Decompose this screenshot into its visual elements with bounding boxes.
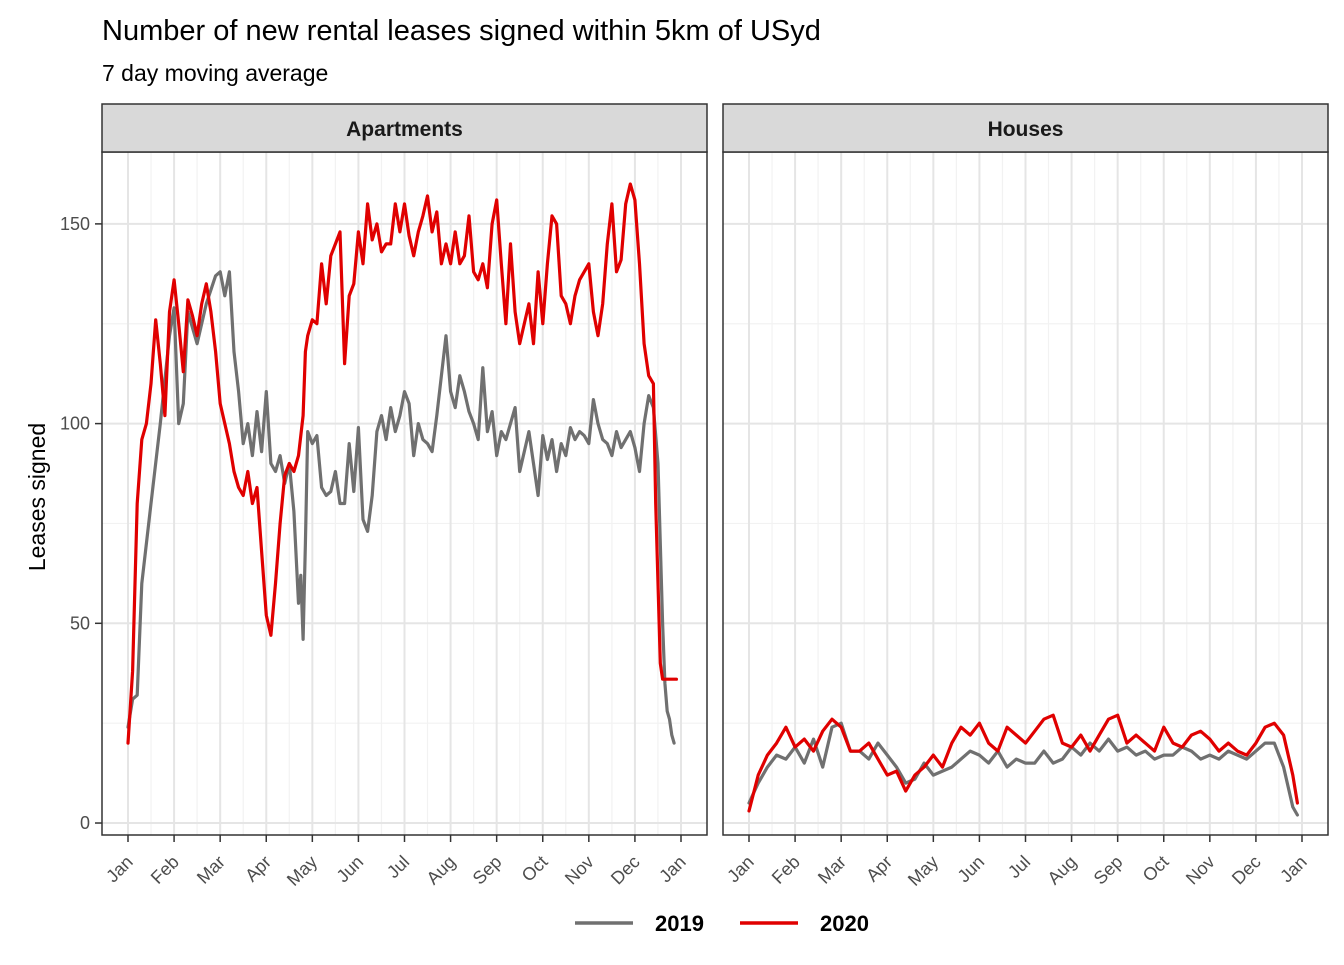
y-tick-label: 150 [60, 214, 90, 234]
x-tick-label: Oct [518, 852, 552, 886]
strip-apartments [101, 103, 708, 153]
x-tick-label: Aug [1044, 852, 1081, 889]
x-tick-label: Jul [1004, 852, 1034, 882]
x-tick-label: Jun [954, 852, 989, 887]
x-tick-label: Mar [814, 852, 850, 888]
strip-label-houses: Houses [988, 118, 1064, 141]
x-tick-label: Aug [423, 852, 460, 889]
x-tick-label: Jan [102, 852, 137, 887]
y-tick-label: 50 [70, 613, 90, 633]
x-tick-label: Jan [723, 852, 758, 887]
series-line-apartments-2019 [126, 270, 676, 745]
x-tick-label: Apr [241, 852, 275, 886]
x-tick-label: Dec [607, 852, 644, 889]
x-tick-label: May [283, 852, 321, 890]
x-tick-label: Sep [469, 852, 506, 889]
x-tick-label: Nov [561, 852, 598, 889]
y-axis-label: Leases signed [24, 423, 50, 571]
y-tick-label: 100 [60, 414, 90, 434]
series-line-houses-2020 [747, 713, 1300, 813]
panel-apartments: Apartments Jan Feb Mar Apr May Jun Jul Aug Sep Oct… [60, 103, 708, 890]
x-tick-label: Jan [1276, 852, 1311, 887]
x-tick-label: Oct [1139, 852, 1173, 886]
x-tick-label: Dec [1228, 852, 1265, 889]
strip-label-apartments: Apartments [346, 118, 463, 141]
x-tick-label: Nov [1182, 852, 1219, 889]
x-tick-label: Jul [383, 852, 413, 882]
x-tick-label: May [904, 852, 942, 890]
legend-label-2019: 2019 [655, 911, 704, 936]
x-tick-label: Sep [1090, 852, 1127, 889]
x-tick-label: Feb [147, 852, 183, 888]
legend: 2019 2020 [575, 911, 869, 936]
series-line-apartments-2020 [126, 182, 679, 745]
strip-houses [722, 103, 1329, 153]
series-line-houses-2019 [747, 721, 1300, 817]
x-tick-label: Feb [768, 852, 804, 888]
chart-subtitle: 7 day moving average [102, 60, 328, 86]
x-tick-label: Jan [655, 852, 690, 887]
x-tick-label: Mar [193, 852, 229, 888]
y-tick-label: 0 [80, 813, 90, 833]
x-tick-label: Apr [862, 852, 896, 886]
panel-houses: Houses Jan Feb Mar Apr May Jun Jul Aug Sep Oct Nov D… [722, 103, 1329, 890]
chart-title: Number of new rental leases signed withi… [102, 15, 821, 47]
x-tick-label: Jun [333, 852, 368, 887]
legend-label-2020: 2020 [820, 911, 869, 936]
